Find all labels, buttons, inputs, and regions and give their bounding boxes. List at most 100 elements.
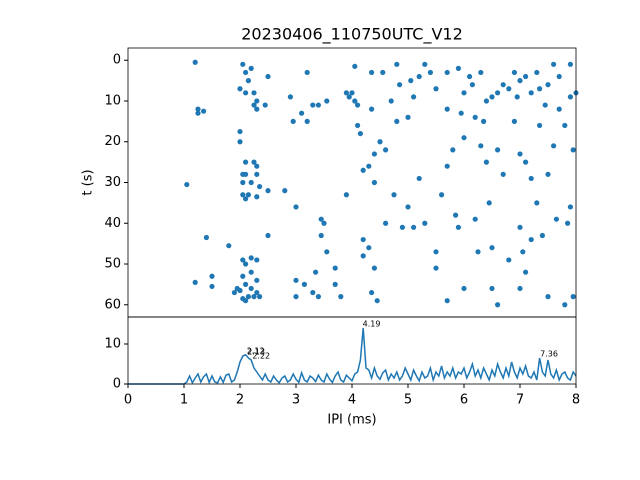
point bbox=[411, 224, 417, 230]
point bbox=[310, 289, 316, 296]
point bbox=[500, 171, 506, 177]
point bbox=[377, 139, 383, 145]
annotation: 2.13 bbox=[247, 348, 265, 357]
point bbox=[237, 128, 243, 135]
point bbox=[192, 59, 198, 65]
point bbox=[248, 179, 254, 186]
point bbox=[318, 232, 324, 239]
point bbox=[293, 277, 299, 283]
point bbox=[184, 181, 190, 188]
point bbox=[338, 294, 344, 300]
point bbox=[226, 243, 232, 249]
point bbox=[562, 122, 568, 129]
point bbox=[293, 204, 299, 210]
point bbox=[369, 106, 375, 112]
point bbox=[444, 106, 450, 112]
point bbox=[304, 69, 310, 76]
point bbox=[399, 224, 405, 230]
point bbox=[248, 255, 254, 261]
point bbox=[506, 257, 512, 263]
point bbox=[455, 224, 461, 230]
point bbox=[332, 265, 338, 271]
point bbox=[231, 289, 237, 296]
point bbox=[374, 298, 380, 304]
point bbox=[346, 94, 352, 100]
point bbox=[405, 114, 411, 120]
point bbox=[251, 159, 257, 165]
point bbox=[394, 61, 400, 67]
x-tick-label: 8 bbox=[572, 393, 580, 408]
point bbox=[352, 98, 358, 104]
point bbox=[455, 65, 461, 71]
point bbox=[248, 285, 254, 292]
y-tick-label: 40 bbox=[104, 216, 121, 231]
point bbox=[254, 289, 260, 296]
x-tick-label: 7 bbox=[516, 393, 524, 408]
point bbox=[371, 265, 377, 271]
point bbox=[369, 289, 375, 296]
x-tick-label: 3 bbox=[292, 393, 300, 408]
point bbox=[478, 69, 484, 76]
point bbox=[355, 122, 361, 129]
point bbox=[478, 143, 484, 149]
point bbox=[243, 298, 249, 304]
point bbox=[257, 294, 263, 300]
point bbox=[450, 147, 456, 153]
x-tick-label: 2 bbox=[236, 393, 244, 408]
point bbox=[461, 90, 467, 96]
plot-frame bbox=[127, 316, 577, 385]
point bbox=[542, 102, 548, 108]
point bbox=[357, 130, 363, 137]
point bbox=[475, 249, 481, 255]
annotation: 2.22 bbox=[252, 352, 270, 361]
point bbox=[237, 139, 243, 145]
y-tick-label: 10 bbox=[104, 93, 121, 108]
point bbox=[203, 234, 209, 241]
point bbox=[467, 73, 473, 80]
point bbox=[514, 94, 520, 100]
point bbox=[495, 302, 501, 308]
point bbox=[506, 86, 512, 92]
point bbox=[287, 94, 293, 100]
point bbox=[481, 118, 487, 124]
point bbox=[371, 151, 377, 157]
point bbox=[517, 224, 523, 230]
point bbox=[301, 281, 307, 287]
point bbox=[472, 114, 478, 120]
point bbox=[254, 194, 260, 200]
x-tick-label: 5 bbox=[404, 393, 412, 408]
point bbox=[495, 90, 501, 96]
point bbox=[500, 82, 506, 88]
y-tick-label: 10 bbox=[104, 337, 121, 352]
point bbox=[237, 86, 243, 92]
y-tick-label: 0 bbox=[113, 53, 121, 68]
point bbox=[523, 159, 529, 165]
point bbox=[254, 98, 260, 104]
point bbox=[240, 273, 246, 279]
point bbox=[553, 216, 560, 222]
point bbox=[254, 171, 260, 177]
y-axis-label: t (s) bbox=[81, 169, 96, 195]
point bbox=[380, 69, 386, 76]
point bbox=[254, 106, 260, 112]
annotation: 2.12 bbox=[247, 346, 265, 355]
point bbox=[240, 61, 246, 67]
point bbox=[243, 171, 249, 177]
x-tick-label: 0 bbox=[124, 393, 132, 408]
point bbox=[567, 94, 574, 100]
point bbox=[391, 192, 397, 198]
point bbox=[551, 61, 557, 67]
point bbox=[237, 287, 243, 294]
point bbox=[517, 285, 523, 292]
point bbox=[444, 163, 450, 169]
y-tick-label: 60 bbox=[104, 297, 121, 312]
point bbox=[517, 78, 523, 84]
point bbox=[343, 192, 349, 198]
point bbox=[416, 175, 422, 182]
point bbox=[545, 171, 551, 177]
point bbox=[489, 94, 495, 100]
point bbox=[534, 69, 540, 76]
point bbox=[537, 86, 543, 92]
point bbox=[433, 249, 439, 255]
